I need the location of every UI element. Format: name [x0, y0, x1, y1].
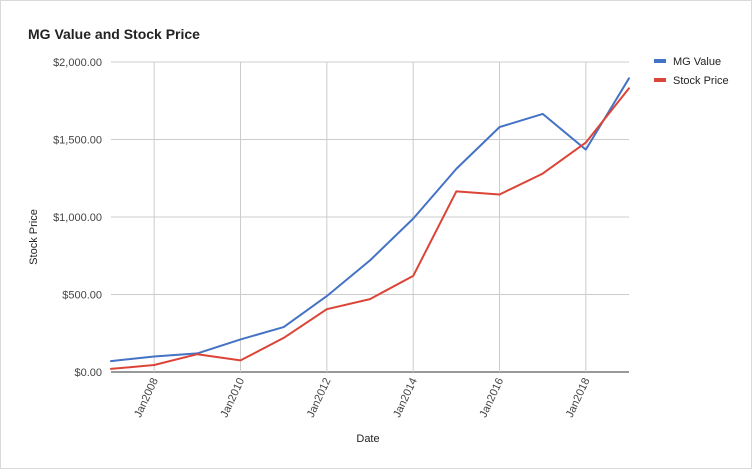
chart-title: MG Value and Stock Price: [28, 26, 200, 42]
y-tick-label: $0.00: [74, 367, 102, 379]
series-line-mg-value: [110, 77, 630, 363]
y-tick-label: $500.00: [62, 290, 102, 302]
legend-label: Stock Price: [673, 75, 729, 87]
legend: MG Value Stock Price: [654, 56, 729, 87]
x-tick-labels: Jan2008 Jan2010 Jan2012 Jan2014 Jan2016 Jan20…: [132, 376, 592, 419]
series-layer: [110, 77, 630, 370]
grid-layer: [111, 61, 629, 373]
y-axis-label: Stock Price: [28, 209, 40, 265]
x-axis-label: Date: [356, 433, 379, 445]
legend-swatch: [654, 59, 666, 63]
x-tick-label: Jan2016: [478, 376, 507, 419]
x-tick-label: Jan2010: [219, 376, 248, 419]
x-tick-label: Jan2018: [564, 376, 593, 419]
y-tick-label: $1,000.00: [53, 212, 102, 224]
y-tick-label: $2,000.00: [53, 57, 102, 69]
series-line-stock-price: [110, 87, 630, 370]
legend-label: MG Value: [673, 56, 721, 68]
y-tick-labels: $0.00 $500.00 $1,000.00 $1,500.00 $2,000.00: [53, 57, 102, 379]
y-tick-label: $1,500.00: [53, 135, 102, 147]
x-tick-label: Jan2012: [305, 376, 334, 419]
legend-item-mg-value: MG Value: [654, 56, 721, 68]
x-tick-label: Jan2008: [132, 376, 161, 419]
legend-swatch: [654, 78, 666, 82]
x-tick-label: Jan2014: [391, 376, 420, 419]
legend-item-stock-price: Stock Price: [654, 75, 729, 87]
